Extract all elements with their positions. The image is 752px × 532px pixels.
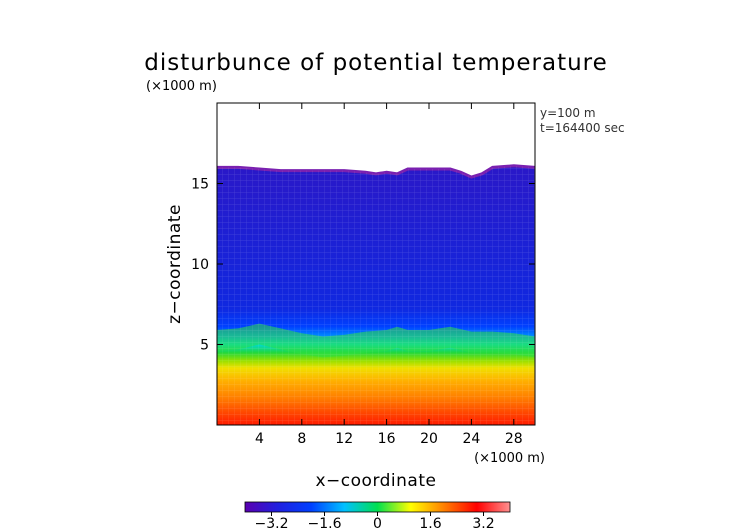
x-tick-label: 24 [462,431,480,447]
x-tick-label: 20 [420,431,438,447]
colorbar-tick-label: −1.6 [308,516,342,532]
x-axis-ticks: 4 8 12 16 20 24 28 [255,103,523,447]
y-tick-label: 5 [200,338,209,354]
colorbar-tick-label: 1.6 [419,516,441,532]
y-tick-label: 15 [191,177,209,193]
chart-title: disturbunce of potential temperature [144,50,608,76]
x-tick-label: 16 [378,431,396,447]
x-unit-label: (×1000 m) [474,451,545,466]
y-axis-label: z−coordinate [165,204,185,324]
z-unit-label: (×1000 m) [146,79,217,94]
colorbar-ticks: −3.2 −1.6 0 1.6 3.2 [255,512,495,532]
colorbar-tick-label: 0 [373,516,382,532]
time-annotation: t=164400 sec [540,121,625,135]
colorbar-tick-label: 3.2 [472,516,494,532]
plot-field [217,164,535,425]
colorbar [244,501,511,513]
y-tick-label: 10 [191,257,209,273]
colorbar-tick-label: −3.2 [255,516,289,532]
x-tick-label: 4 [255,431,264,447]
x-tick-label: 12 [335,431,353,447]
x-tick-label: 8 [297,431,306,447]
x-axis-label: x−coordinate [316,471,437,491]
y-axis-ticks: 5 10 15 [191,177,535,354]
field-grid-overlay [217,165,535,425]
y-position-annotation: y=100 m [540,106,596,120]
x-tick-label: 28 [505,431,523,447]
